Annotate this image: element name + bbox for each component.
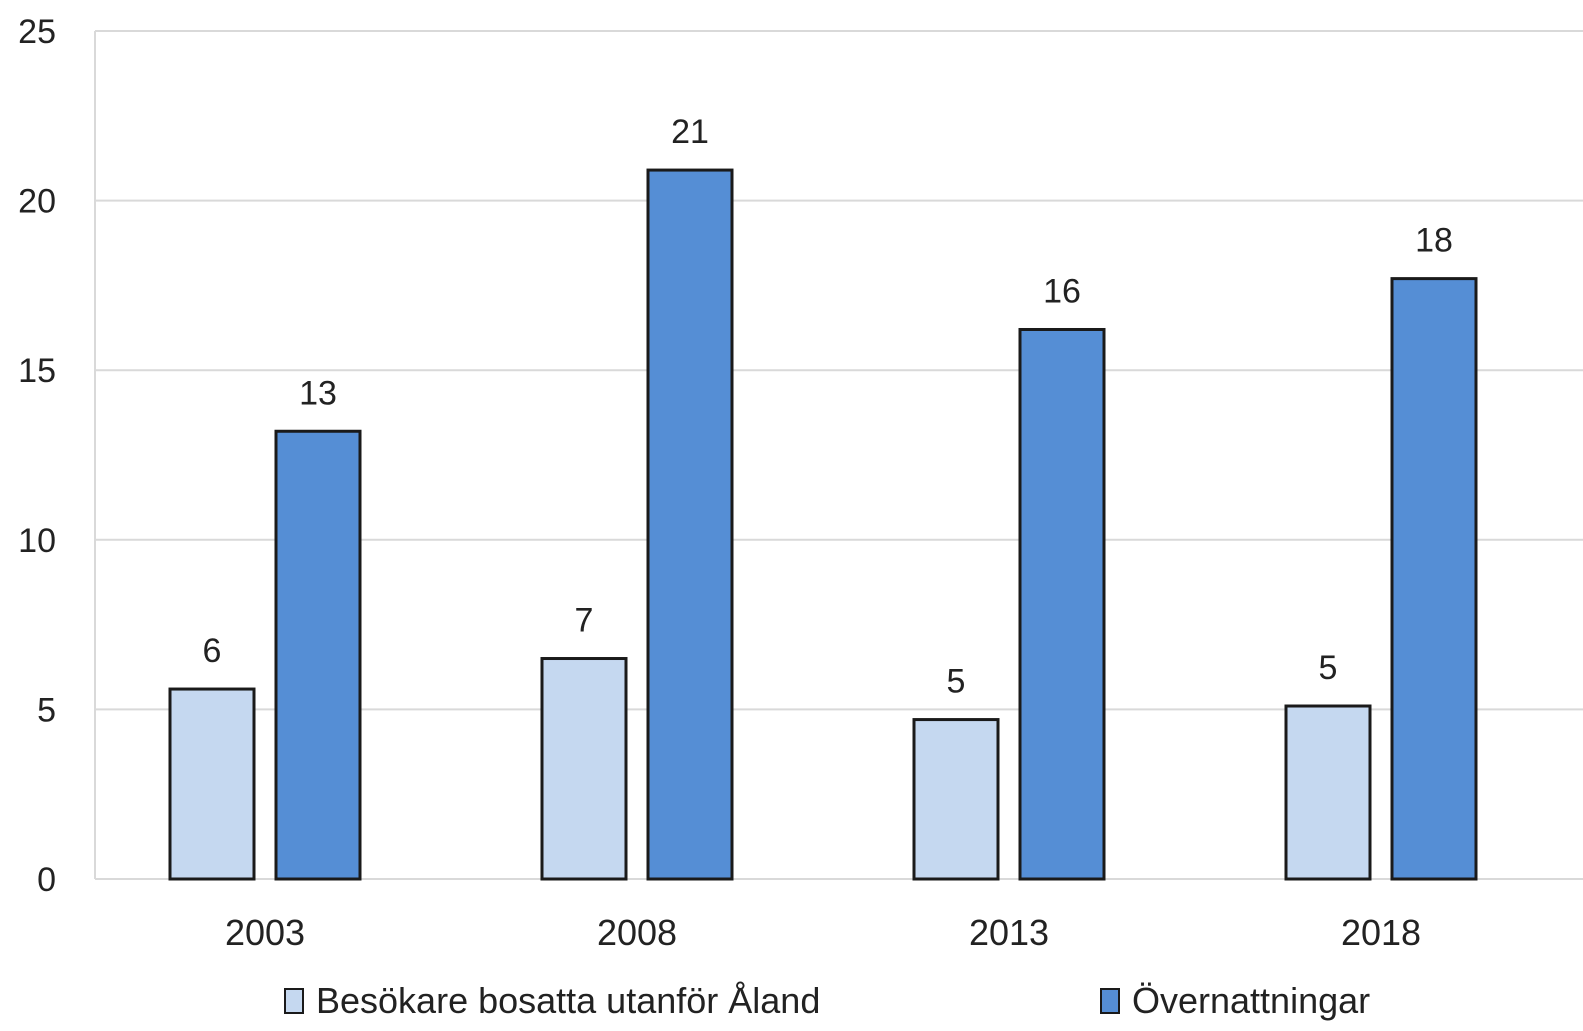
data-label: 5: [1319, 649, 1338, 687]
x-axis-categories: 2003 2008 2013 2018: [225, 912, 1421, 953]
y-tick-label: 5: [37, 691, 56, 729]
bar-overnattningar-2008: [646, 168, 734, 881]
data-label: 21: [671, 113, 709, 151]
bars: [168, 168, 1478, 881]
bar-chart: 0 5 10 15 20 25 6 13 7 21 5 16 5 18 2003 2008 2013 2018: [18, 13, 1583, 953]
y-tick-label: 25: [18, 13, 56, 51]
bar-besokare-2008: [540, 657, 628, 881]
x-tick-label: 2008: [597, 912, 677, 953]
legend-item-1: Övernattningar: [1100, 980, 1370, 1022]
x-tick-label: 2013: [969, 912, 1049, 953]
legend-label-1: Övernattningar: [1132, 980, 1371, 1021]
bar-overnattningar-2018: [1390, 277, 1478, 881]
data-label: 7: [575, 602, 594, 640]
legend-item-0: Besökare bosatta utanför Åland: [284, 980, 820, 1022]
data-labels: 6 13 7 21 5 16 5 18: [203, 113, 1453, 701]
data-label: 18: [1415, 222, 1453, 260]
bar-besokare-2003: [168, 687, 256, 881]
bar-besokare-2018: [1284, 704, 1372, 881]
legend-swatch-1: [1100, 988, 1120, 1014]
y-tick-label: 20: [18, 183, 56, 221]
y-axis-ticks: 0 5 10 15 20 25: [18, 13, 56, 899]
data-label: 5: [947, 663, 966, 701]
bar-besokare-2013: [912, 718, 1000, 881]
y-tick-label: 0: [37, 861, 56, 899]
x-tick-label: 2018: [1341, 912, 1421, 953]
x-tick-label: 2003: [225, 912, 305, 953]
data-label: 6: [203, 632, 222, 670]
data-label: 16: [1043, 272, 1081, 310]
y-tick-label: 15: [18, 352, 56, 390]
legend-label-0: Besökare bosatta utanför Åland: [316, 980, 821, 1021]
y-tick-label: 10: [18, 522, 56, 560]
data-label: 13: [299, 374, 337, 412]
bar-overnattningar-2013: [1018, 327, 1106, 881]
legend-swatch-0: [284, 988, 304, 1014]
bar-overnattningar-2003: [274, 429, 362, 881]
